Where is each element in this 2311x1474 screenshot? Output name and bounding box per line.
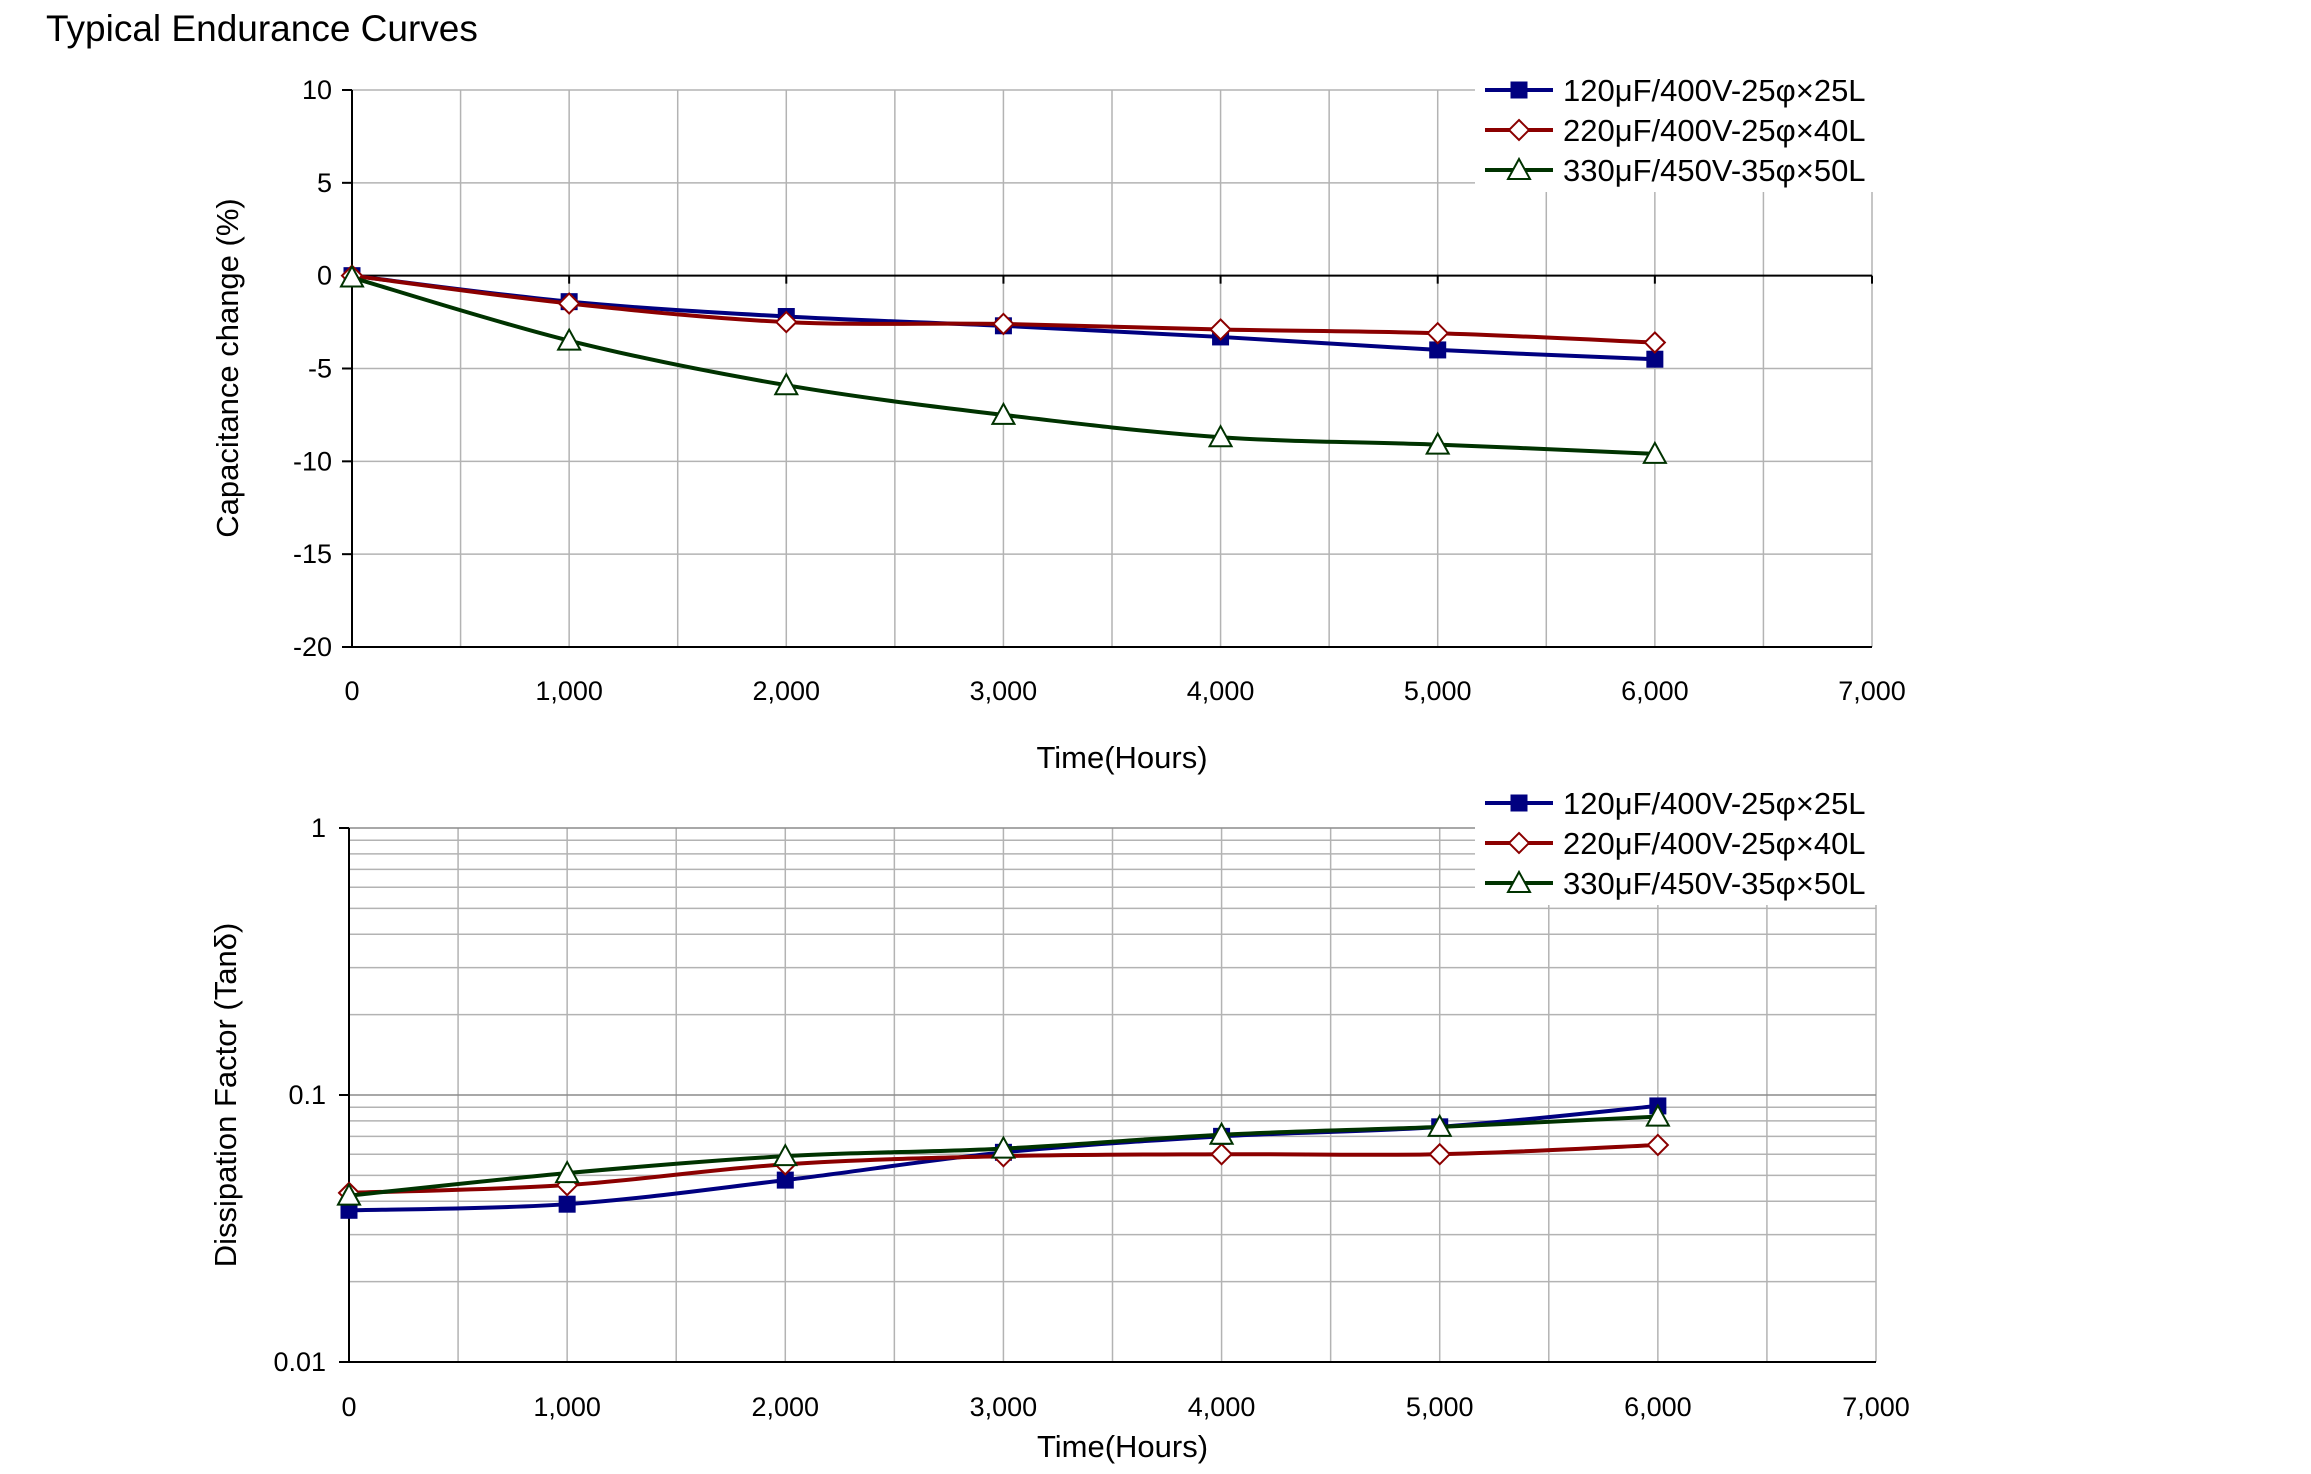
series-3-point [772,1143,798,1167]
x-axis-label: Time(Hours) [1036,740,1207,775]
y-tick-label: -15 [293,539,332,569]
legend: 120μF/400V-25φ×25L 220μF/400V-25φ×40L 330μ… [1475,781,1900,905]
y-tick-label: 0.1 [288,1080,326,1110]
y-axis-label: Capacitance change (%) [210,198,245,537]
x-axis-label: Time(Hours) [1037,1429,1208,1464]
x-tick-label: 4,000 [1187,676,1255,706]
legend-marker [1507,118,1531,142]
legend-marker [1510,81,1528,99]
series-2-point [1646,1133,1670,1157]
legend-marker [1506,156,1532,180]
series-3-point [554,1160,580,1184]
x-tick-label: 1,000 [535,676,603,706]
x-tick-label: 7,000 [1842,1392,1910,1422]
legend-label: 120μF/400V-25φ×25L [1563,786,1866,821]
legend-label: 330μF/450V-35φ×50L [1563,866,1866,901]
x-tick-label: 3,000 [970,676,1038,706]
page-title: Typical Endurance Curves [46,8,478,49]
y-tick-label: 5 [317,168,332,198]
x-tick-label: 0 [344,676,359,706]
x-tick-label: 2,000 [752,676,820,706]
y-tick-label: 10 [302,75,332,105]
y-axis-label: Dissipation Factor (Tanδ) [208,923,243,1268]
series-2-point [1428,1142,1452,1166]
x-tick-label: 7,000 [1838,676,1906,706]
series-3-point [1208,1121,1235,1145]
y-tick-label: 1 [311,813,326,843]
legend-label: 220μF/400V-25φ×40L [1563,826,1866,861]
y-tick-label: -10 [293,446,332,476]
chart-2: 1 0.1 0.01 0 1,000 2,000 3,000 4,000 5,000 6,000 7… [208,781,1910,1464]
y-tick-label: -5 [308,354,332,384]
series-2-point [1209,318,1232,341]
series-2-point [992,312,1015,336]
series-3-point [1425,431,1451,455]
x-tick-label: 6,000 [1624,1392,1692,1422]
y-tick-label: 0.01 [273,1347,326,1377]
series-2-point [1426,321,1450,345]
x-tick-label: 5,000 [1406,1392,1474,1422]
chart-1: 10 5 0 -5 -10 -15 -20 0 1,000 2,000 3,000 4,000 5,00… [210,68,1906,775]
series-3-point [1645,1103,1671,1127]
x-tick-label: 6,000 [1621,676,1689,706]
series-2-point [557,292,581,315]
series-2-point [1643,331,1667,354]
series-3-point [773,372,799,396]
x-tick-label: 2,000 [751,1392,819,1422]
series-3-point [1427,1113,1453,1137]
legend-label: 220μF/400V-25φ×40L [1563,113,1866,148]
series-3-point [990,1135,1017,1159]
x-tick-label: 1,000 [533,1392,601,1422]
x-tick-label: 3,000 [970,1392,1038,1422]
series-3-point [1642,440,1668,464]
legend-marker [1506,869,1532,893]
series-3-point [556,327,582,351]
series-1-point [558,1195,576,1213]
x-tick-label: 4,000 [1188,1392,1256,1422]
y-tick-label: -20 [293,632,332,662]
series-2-point [1210,1142,1233,1166]
series-3-point [990,401,1017,425]
legend-label: 330μF/450V-35φ×50L [1563,153,1866,188]
series-3-point [339,264,365,288]
y-tick-label: 0 [317,261,332,291]
legend: 120μF/400V-25φ×25L 220μF/400V-25φ×40L 330μ… [1475,68,1900,192]
series-2-point [774,310,798,334]
legend-label: 120μF/400V-25φ×25L [1563,73,1866,108]
x-tick-label: 0 [341,1392,356,1422]
x-tick-label: 5,000 [1404,676,1472,706]
legend-marker [1507,831,1531,855]
legend-marker [1510,794,1528,812]
series-3-point [1207,424,1234,448]
series-3-point [336,1182,362,1206]
